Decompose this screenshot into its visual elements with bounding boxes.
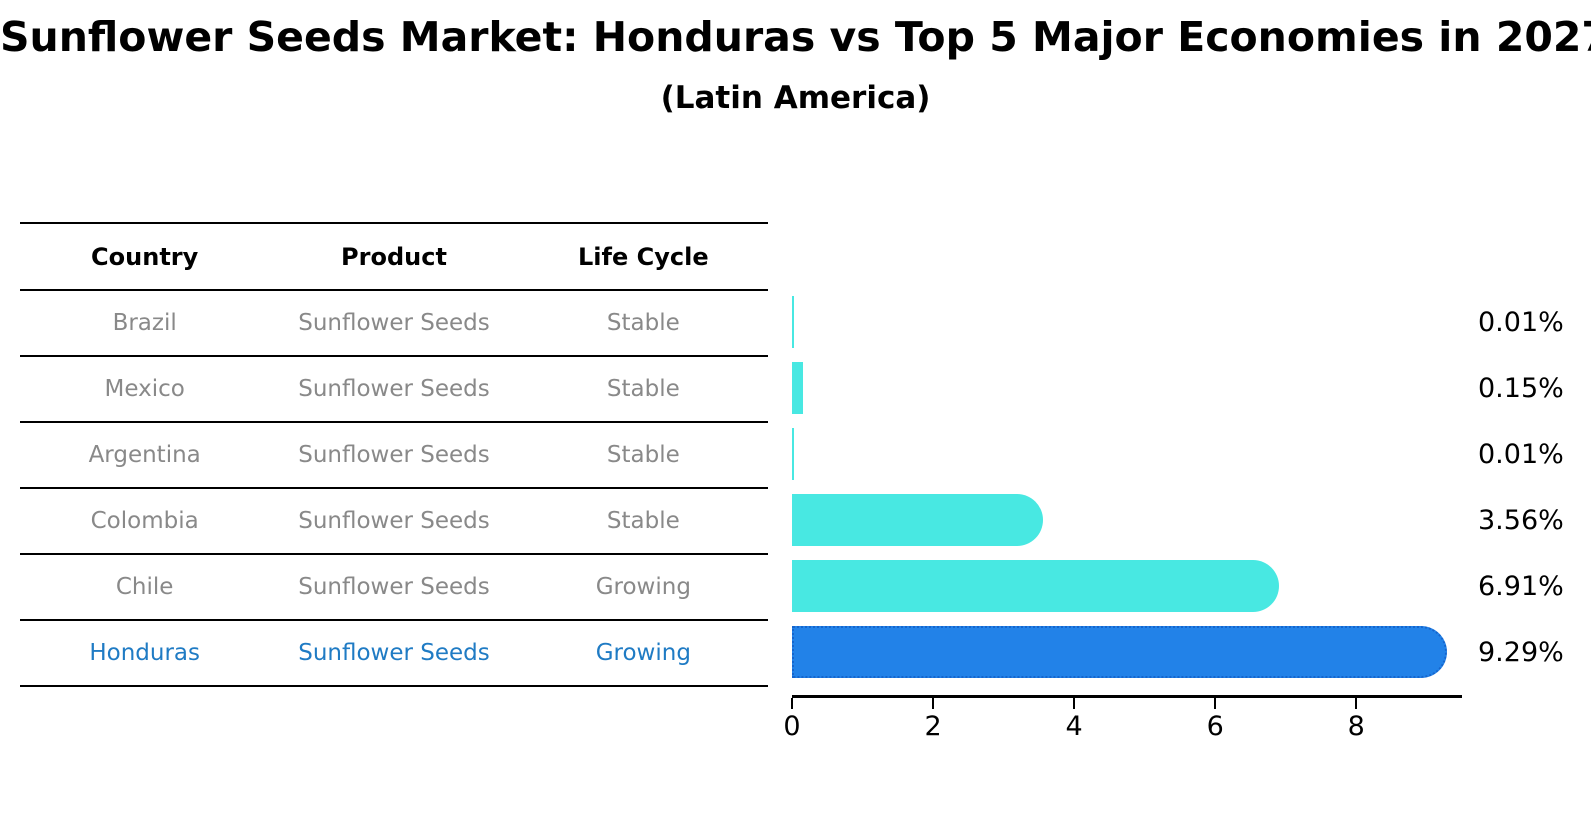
table-cell-life-cycle: Stable	[606, 442, 680, 468]
x-tick-mark	[1073, 698, 1076, 709]
table-header-country: Country	[91, 242, 199, 271]
x-tick-label: 4	[1065, 711, 1083, 742]
bar-row-honduras: 9.29%	[792, 619, 1591, 685]
value-label: 6.91%	[1478, 570, 1564, 602]
table-cell-country: Colombia	[90, 508, 199, 534]
bar-row-chile: 6.91%	[792, 553, 1591, 619]
table-row: Brazil Sunflower Seeds Stable	[20, 291, 768, 357]
value-label: 0.01%	[1478, 438, 1564, 470]
table-cell-country: Mexico	[104, 376, 185, 402]
table-cell-life-cycle: Growing	[595, 574, 691, 600]
table-row: Honduras Sunflower Seeds Growing	[20, 621, 768, 687]
bar-honduras	[792, 626, 1448, 678]
bar-mexico	[792, 362, 803, 414]
table-row: Chile Sunflower Seeds Growing	[20, 555, 768, 621]
table-row: Colombia Sunflower Seeds Stable	[20, 489, 768, 555]
value-label: 0.01%	[1478, 306, 1564, 338]
value-label: 3.56%	[1478, 504, 1564, 536]
x-tick-label: 0	[783, 711, 801, 742]
x-tick-label: 2	[924, 711, 942, 742]
table-cell-product: Sunflower Seeds	[298, 574, 490, 600]
x-tick-mark	[932, 698, 935, 709]
bar-brazil	[792, 296, 794, 348]
table-cell-product: Sunflower Seeds	[298, 442, 490, 468]
x-tick-mark	[1214, 698, 1217, 709]
table-cell-product: Sunflower Seeds	[298, 508, 490, 534]
table-header-row: Country Product Life Cycle	[20, 224, 768, 291]
bar-row-mexico: 0.15%	[792, 355, 1591, 421]
bar-colombia	[792, 494, 1044, 546]
value-label: 9.29%	[1478, 636, 1564, 668]
bar-row-argentina: 0.01%	[792, 421, 1591, 487]
table-cell-country: Chile	[115, 574, 174, 600]
bar-row-brazil: 0.01%	[792, 289, 1591, 355]
table-cell-life-cycle: Stable	[606, 310, 680, 336]
chart-subtitle: (Latin America)	[660, 80, 931, 116]
table-cell-product: Sunflower Seeds	[298, 310, 490, 336]
bar-chile	[792, 560, 1280, 612]
table-header-product: Product	[341, 242, 447, 271]
table-cell-country: Honduras	[89, 640, 200, 666]
table-body: Brazil Sunflower Seeds Stable Mexico Sunflow…	[20, 291, 768, 687]
bar-chart: 0.01% 0.15% 0.01% 3.56% 6.91% 9.29%	[792, 289, 1591, 685]
bar-row-colombia: 3.56%	[792, 487, 1591, 553]
table-cell-product: Sunflower Seeds	[298, 640, 490, 666]
table-cell-country: Brazil	[112, 310, 177, 336]
value-label: 0.15%	[1478, 372, 1564, 404]
bar-argentina	[792, 428, 794, 480]
x-tick-mark	[791, 698, 793, 709]
table-cell-country: Argentina	[88, 442, 201, 468]
table-cell-life-cycle: Growing	[595, 640, 691, 666]
x-axis: 0 2 4 6 8	[783, 695, 1462, 745]
country-table: Country Product Life Cycle Brazil Sunflow…	[20, 222, 768, 687]
table-cell-life-cycle: Stable	[606, 376, 680, 402]
table-cell-product: Sunflower Seeds	[298, 376, 490, 402]
x-tick-label: 6	[1206, 711, 1224, 742]
table-row: Mexico Sunflower Seeds Stable	[20, 357, 768, 423]
chart-title: Sunflower Seeds Market: Honduras vs Top …	[0, 13, 1591, 61]
x-tick-label: 8	[1347, 711, 1365, 742]
table-row: Argentina Sunflower Seeds Stable	[20, 423, 768, 489]
x-tick-mark	[1355, 698, 1358, 709]
table-cell-life-cycle: Stable	[606, 508, 680, 534]
table-header-life-cycle: Life Cycle	[578, 242, 709, 271]
